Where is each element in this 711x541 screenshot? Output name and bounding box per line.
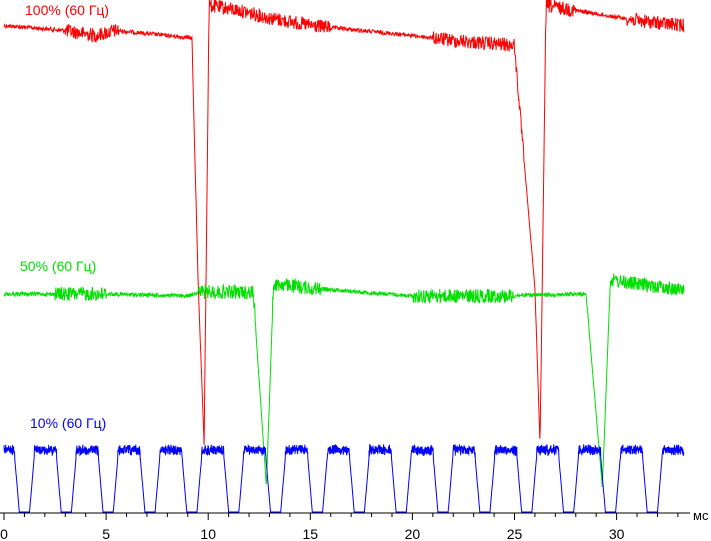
x-axis-unit-label: мс	[693, 508, 709, 523]
x-axis: 0 5 10 15 20 25 30 мс	[0, 508, 709, 541]
series-label-1: 100% (60 Гц)	[25, 2, 109, 18]
x-tick-label: 25	[507, 526, 523, 541]
series-label-3: 10% (60 Гц)	[30, 415, 106, 431]
x-tick-label: 5	[102, 526, 110, 541]
x-tick-label: 15	[303, 526, 319, 541]
series-label-2: 50% (60 Гц)	[20, 258, 96, 274]
x-tick-label: 20	[405, 526, 421, 541]
x-tick-label: 30	[609, 526, 625, 541]
series-line-2	[3, 273, 685, 488]
series-line-1	[3, 0, 685, 446]
series-labels: 100% (60 Гц) 50% (60 Гц) 10% (60 Гц)	[20, 2, 109, 431]
x-ticks: 0 5 10 15 20 25 30	[0, 513, 679, 541]
series-line-3	[3, 443, 685, 513]
x-tick-label: 10	[200, 526, 216, 541]
series-layer	[3, 0, 685, 513]
x-tick-label: 0	[0, 526, 8, 541]
